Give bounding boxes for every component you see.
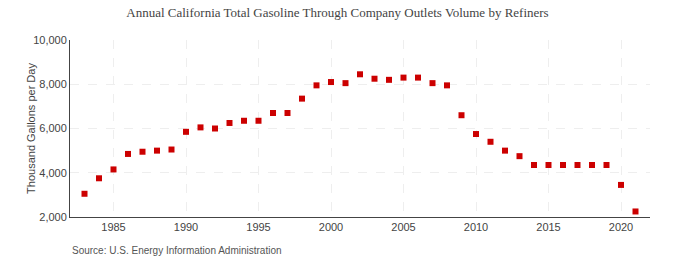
svg-text:2015: 2015 — [536, 221, 560, 233]
svg-text:1995: 1995 — [246, 221, 270, 233]
svg-text:2000: 2000 — [319, 221, 343, 233]
svg-text:2020: 2020 — [609, 221, 633, 233]
svg-text:2005: 2005 — [391, 221, 415, 233]
svg-text:8,000: 8,000 — [39, 78, 67, 90]
svg-text:2,000: 2,000 — [39, 211, 67, 223]
svg-text:10,000: 10,000 — [33, 34, 67, 46]
svg-text:1990: 1990 — [174, 221, 198, 233]
svg-text:2010: 2010 — [464, 221, 488, 233]
svg-text:6,000: 6,000 — [39, 122, 67, 134]
svg-text:Thousand Gallons per Day: Thousand Gallons per Day — [25, 63, 37, 194]
svg-text:4,000: 4,000 — [39, 167, 67, 179]
svg-text:Source: U.S. Energy Informatio: Source: U.S. Energy Information Administ… — [72, 245, 282, 256]
svg-text:1985: 1985 — [101, 221, 125, 233]
svg-text:Annual California Total Gasoli: Annual California Total Gasoline Through… — [126, 5, 548, 20]
